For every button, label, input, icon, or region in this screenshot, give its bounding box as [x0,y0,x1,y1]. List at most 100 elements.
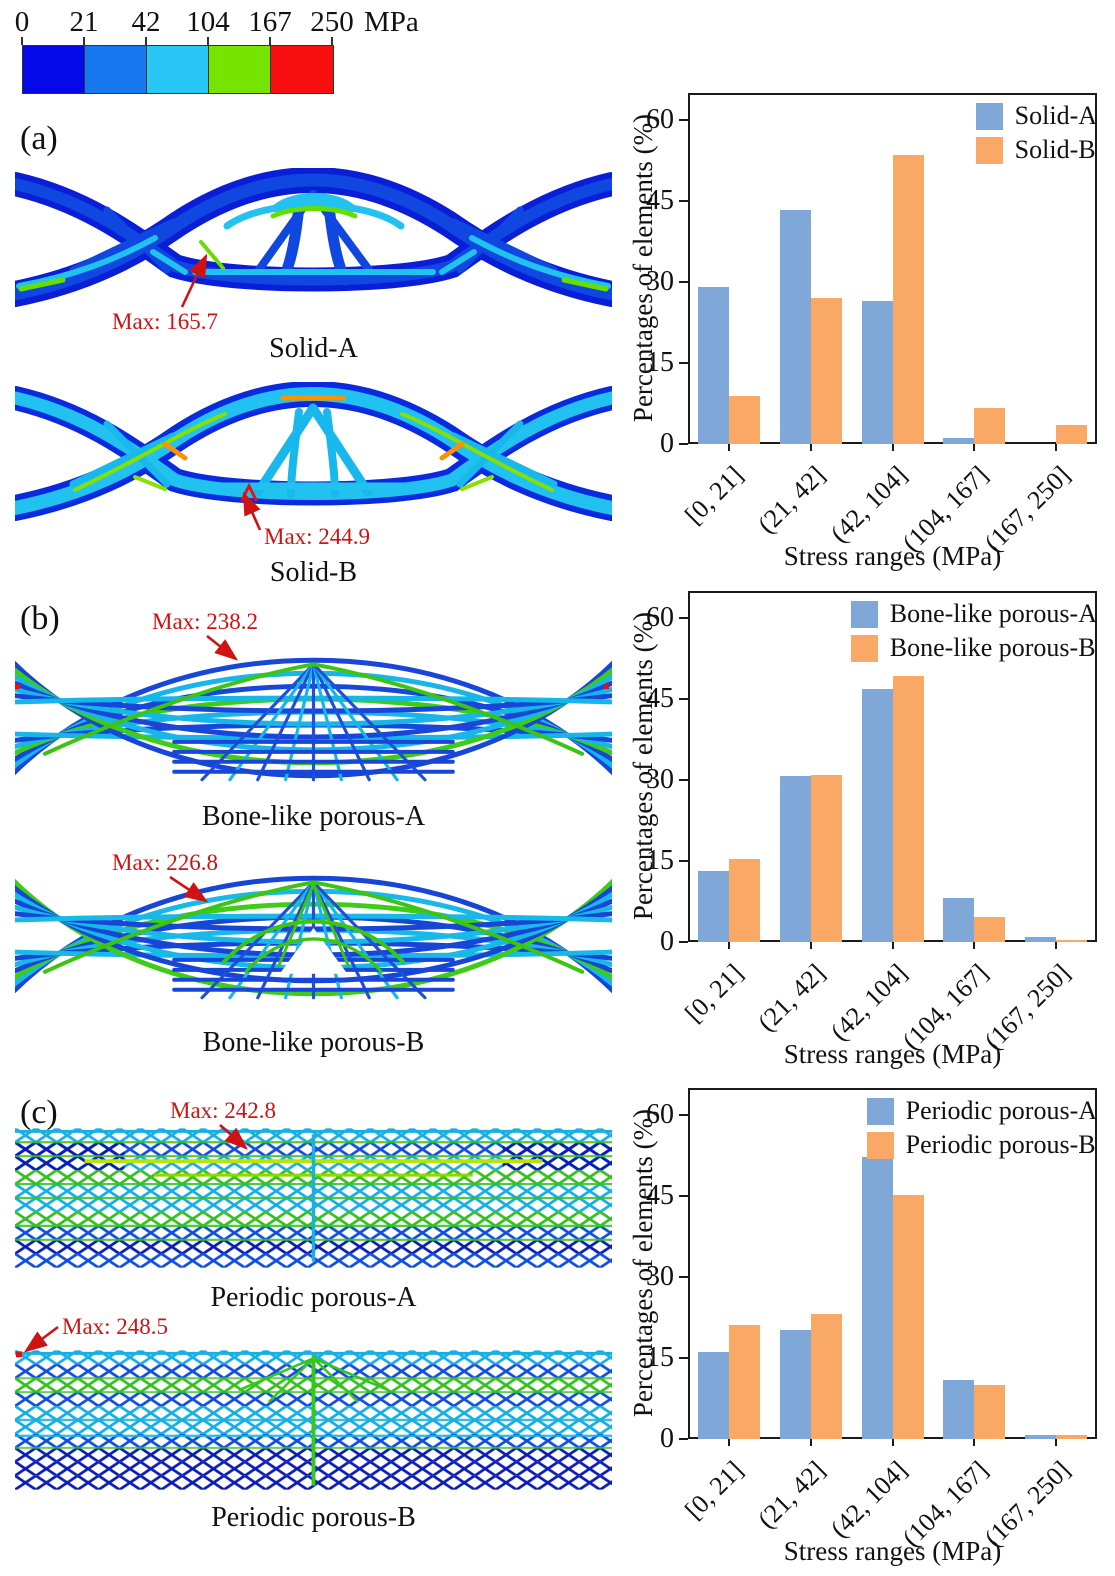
bar-Bone-like porous-A [1025,937,1056,942]
colorbar-segment [147,46,209,93]
legend-swatch [850,600,878,628]
caption-periodic-porous-b: Periodic porous-B [211,1502,416,1533]
periodic-a-lattice [15,1128,612,1268]
y-tick [679,362,688,364]
solid-b-structure [15,382,612,521]
y-tick [679,1114,688,1116]
y-tick-label: 60 [646,602,674,633]
colorbar-tick [269,37,271,45]
bar-Solid-B [1056,425,1087,444]
legend-label: Solid-B [1014,135,1096,164]
colorbar-tick-label: 167 [248,6,292,38]
y-tick [679,443,688,445]
y-tick [679,1195,688,1197]
bar-Bone-like porous-B [1056,940,1087,942]
caption-periodic-porous-a: Periodic porous-A [210,1282,417,1313]
y-tick-label: 45 [646,185,674,216]
colorbar-gradient [22,45,334,94]
y-tick [679,200,688,202]
legend-label: Periodic porous-B [905,1130,1096,1159]
x-tick [892,1439,894,1446]
legend-row: Solid-B [975,133,1096,167]
legend-label: Periodic porous-A [905,1096,1097,1125]
legend-row: Solid-A [975,99,1097,133]
x-tick [892,444,894,451]
bar-Solid-B [811,298,842,444]
legend-row: Periodic porous-B [866,1128,1096,1162]
bar-Bone-like porous-A [862,689,893,942]
legend-label: Bone-like porous-B [889,633,1096,662]
bar-Periodic porous-B [893,1195,924,1439]
colorbar-tick [145,37,147,45]
colorbar-segment [209,46,271,93]
y-axis-title: Percentages of elements (%) [628,1108,658,1418]
colorbar-segment [271,46,333,93]
bar-Solid-A [780,210,811,444]
y-tick [679,119,688,121]
y-tick-label: 0 [660,1423,674,1454]
x-axis-title: Stress ranges (MPa) [783,1039,1002,1069]
y-tick-label: 45 [646,683,674,714]
legend-swatch [866,1097,894,1125]
legend-label: Bone-like porous-A [889,599,1097,628]
bar-Bone-like porous-B [729,859,760,942]
fea-contour-periodic-porous-b [15,1350,612,1490]
bar-Bone-like porous-A [943,898,974,942]
legend-row: Bone-like porous-A [850,597,1097,631]
chart-bone-like-porous: 0 15 30 45 60 [0, 21] (21, 42] (42, 104] (104, 1… [622,583,1115,1080]
x-tick [892,942,894,949]
fea-contour-periodic-porous-a [15,1128,612,1268]
bar-Bone-like porous-A [698,871,729,942]
y-axis-title: Percentages of elements (%) [628,611,658,921]
y-tick-label: 45 [646,1180,674,1211]
x-tick [728,942,730,949]
bar-Solid-B [893,155,924,444]
bar-Periodic porous-A [780,1330,811,1439]
bar-Solid-A [862,301,893,444]
chart-periodic-porous: 0 15 30 45 60 [0, 21] (21, 42] (42, 104] (104, 1… [622,1080,1115,1576]
y-tick [679,779,688,781]
colorbar-segment [23,46,85,93]
panel-letter-c: (c) [20,1094,58,1131]
legend-row: Periodic porous-A [866,1094,1097,1128]
periodic-b-lattice [15,1350,612,1490]
y-tick-label: 15 [646,1342,674,1373]
bar-Periodic porous-A [862,1157,893,1439]
y-tick [679,698,688,700]
x-axis-title: Stress ranges (MPa) [783,1536,1002,1566]
y-tick [679,1438,688,1440]
fea-contour-bone-like-porous-a [15,657,612,782]
y-tick [679,1276,688,1278]
caption-bone-like-porous-b: Bone-like porous-B [202,1027,425,1058]
x-tick [810,444,812,451]
x-tick [810,1439,812,1446]
legend-swatch [850,634,878,662]
y-tick [679,617,688,619]
x-tick [810,942,812,949]
max-stress-label-bone-a: Max: 238.2 [152,609,259,634]
y-tick-label: 15 [646,347,674,378]
bar-Bone-like porous-B [811,775,842,942]
legend: Bone-like porous-A Bone-like porous-B [850,597,1097,665]
x-tick [973,942,975,949]
colorbar-tick [21,37,23,45]
colorbar-tick [83,37,85,45]
max-stress-label-solid-b: Max: 244.9 [264,524,371,549]
y-axis-title: Percentages of elements (%) [628,113,658,423]
caption-solid-a: Solid-A [269,333,358,364]
fea-contour-solid-b [15,382,612,521]
bar-Periodic porous-B [811,1314,842,1439]
colorbar-tick [207,37,209,45]
colorbar-unit-label: MPa [364,6,419,38]
bar-Bone-like porous-A [780,776,811,942]
y-tick-label: 30 [646,266,674,297]
caption-bone-like-porous-a: Bone-like porous-A [201,801,426,832]
x-tick [728,1439,730,1446]
x-tick [1055,1439,1057,1446]
y-tick-label: 60 [646,1099,674,1130]
max-stress-label-periodic-b: Max: 248.5 [62,1314,169,1339]
fea-contour-bone-like-porous-b [15,875,612,1000]
max-stress-label-bone-b: Max: 226.8 [112,850,219,875]
y-tick-label: 0 [660,428,674,459]
